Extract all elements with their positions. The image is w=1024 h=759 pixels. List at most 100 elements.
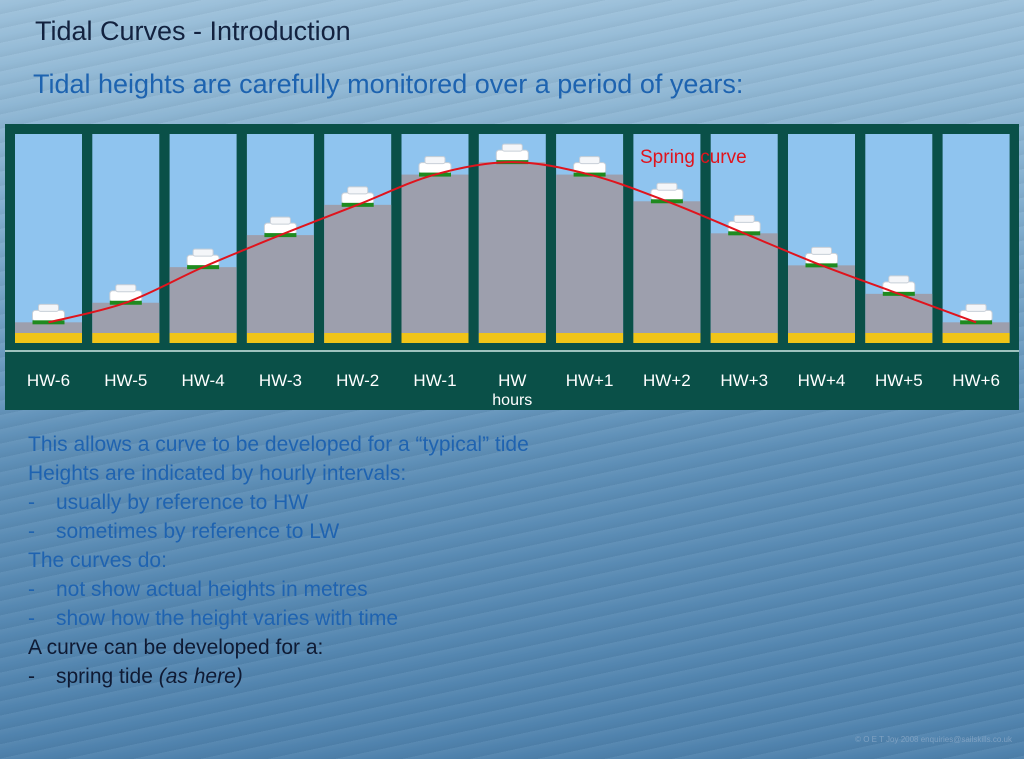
boat-cabin — [269, 216, 291, 225]
boat-cabin — [965, 303, 987, 312]
hour-tick-label: HW-2 — [336, 371, 379, 390]
tide-column — [92, 134, 160, 343]
water-level-bar — [401, 174, 469, 333]
water-level-bar — [15, 322, 82, 333]
water-level-bar — [788, 265, 855, 333]
boat-cabin — [424, 156, 446, 165]
note-line: This allows a curve to be developed for … — [28, 430, 529, 459]
note-line: A curve can be developed for a: — [28, 633, 529, 662]
hour-tick-label: HW+1 — [566, 371, 614, 390]
sea-bed — [633, 333, 701, 343]
water-level-bar — [92, 302, 160, 333]
tide-column — [788, 134, 855, 343]
sea-bed — [169, 333, 237, 343]
boat-cabin — [38, 303, 59, 312]
boat-hull — [805, 252, 838, 265]
note-line: - not show actual heights in metres — [28, 575, 529, 604]
sea-bed — [942, 333, 1010, 343]
bullet-dash: - — [28, 665, 35, 688]
tide-column — [169, 134, 237, 343]
boat-cabin — [115, 284, 137, 293]
hour-tick-label: HW-6 — [27, 371, 70, 390]
note-line: - usually by reference to HW — [28, 488, 529, 517]
water-level-bar — [246, 235, 314, 333]
sea-bed — [556, 333, 624, 343]
tide-column — [942, 134, 1010, 343]
copyright-note: © O E T Joy 2008 enquiries@sailskills.co… — [855, 735, 1012, 744]
tide-column — [556, 134, 624, 343]
hour-tick-label: HW-1 — [413, 371, 456, 390]
boat-icon — [495, 143, 529, 162]
boat-cabin — [656, 182, 678, 191]
slide-title: Tidal Curves - Introduction — [35, 16, 351, 46]
spring-curve-label: Spring curve — [640, 147, 747, 168]
tide-column — [633, 134, 701, 343]
boat-hull — [186, 254, 220, 267]
sea-bed — [92, 333, 160, 343]
boat-cabin — [347, 186, 369, 195]
note-text: A curve can be developed for a: — [28, 636, 324, 659]
hour-tick-label: HW+4 — [798, 371, 846, 390]
bullet-dash: - — [28, 578, 35, 601]
spring-curve-line — [48, 161, 977, 324]
water-level-bar — [169, 267, 237, 333]
hour-tick-label: HW-4 — [182, 371, 225, 390]
boat-hull — [882, 281, 916, 294]
tide-column — [324, 134, 392, 343]
boat-cabin — [501, 143, 523, 152]
boat-hull — [650, 188, 684, 201]
water-level-bar — [633, 201, 701, 333]
boat-cabin — [192, 248, 214, 257]
sea-bed — [478, 333, 546, 343]
notes-list: This allows a curve to be developed for … — [28, 430, 529, 691]
hour-tick-label: HW+2 — [643, 371, 691, 390]
tide-column — [865, 134, 933, 343]
hour-tick-label: HW — [498, 371, 526, 390]
bullet-dash: - — [28, 520, 35, 543]
hour-tick-label: HW-5 — [104, 371, 147, 390]
note-text: Heights are indicated by hourly interval… — [28, 462, 407, 485]
tide-column — [710, 134, 778, 343]
note-line: The curves do: — [28, 546, 529, 575]
boat-hull — [959, 309, 993, 322]
note-line: - sometimes by reference to LW — [28, 517, 529, 546]
note-text: spring tide — [56, 665, 159, 688]
x-axis-label: hours — [492, 392, 532, 409]
bullet-dash: - — [28, 491, 35, 514]
note-text: usually by reference to HW — [56, 491, 309, 514]
sea-bed — [401, 333, 469, 343]
boat-cabin — [811, 246, 832, 255]
sea-bed — [324, 333, 392, 343]
note-text: show how the height varies with time — [56, 607, 398, 630]
boat-cabin — [733, 214, 755, 223]
water-level-bar — [478, 162, 546, 333]
hour-tick-label: HW-3 — [259, 371, 302, 390]
tide-column — [478, 134, 546, 343]
boat-hull — [727, 220, 761, 233]
sea-bed — [710, 333, 778, 343]
boat-hull — [495, 149, 529, 162]
boat-cabin — [579, 156, 601, 165]
hour-tick-label: HW+5 — [875, 371, 923, 390]
note-line: Heights are indicated by hourly interval… — [28, 459, 529, 488]
boat-hull — [109, 290, 143, 303]
boat-cabin — [888, 275, 910, 284]
sea-bed — [865, 333, 933, 343]
note-line: - show how the height varies with time — [28, 604, 529, 633]
note-line: - spring tide (as here) — [28, 662, 529, 691]
hour-tick-label: HW+3 — [720, 371, 768, 390]
slide-subtitle: Tidal heights are carefully monitored ov… — [33, 69, 744, 99]
boat-hull — [263, 222, 297, 235]
note-text: sometimes by reference to LW — [56, 520, 340, 543]
note-text: This allows a curve to be developed for … — [28, 433, 529, 456]
water-level-bar — [324, 204, 392, 333]
note-text: The curves do: — [28, 549, 167, 572]
tide-column — [246, 134, 314, 343]
sea-bed — [15, 333, 82, 343]
hour-tick-label: HW+6 — [952, 371, 1000, 390]
sea-bed — [246, 333, 314, 343]
water-level-bar — [556, 174, 624, 333]
tide-column — [401, 134, 469, 343]
water-level-bar — [710, 233, 778, 333]
